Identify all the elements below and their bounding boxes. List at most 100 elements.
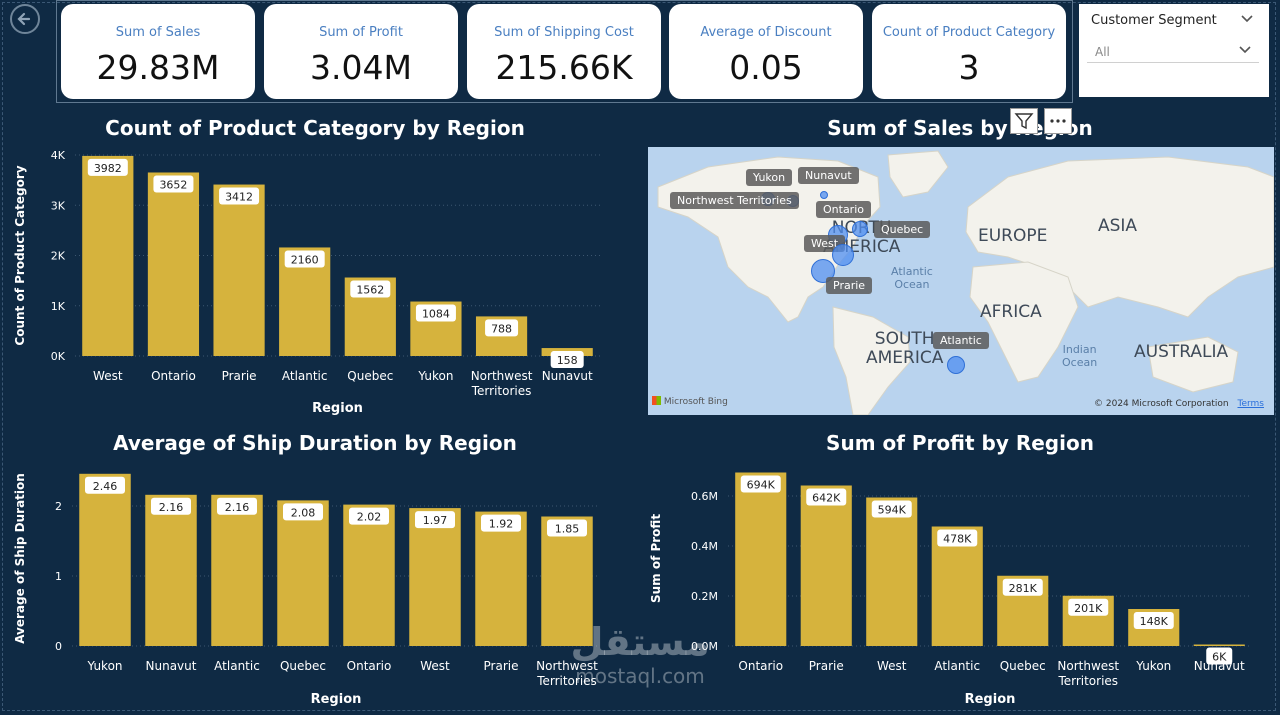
- data-label-box: [284, 250, 325, 268]
- kpi-label: Sum of Sales: [115, 25, 201, 40]
- data-label-box: [153, 175, 194, 193]
- kpi-card-discount[interactable]: Average of Discount 0.05: [669, 4, 863, 99]
- bar[interactable]: [82, 155, 134, 356]
- map-land-layer: [657, 150, 1274, 415]
- map-continent-label: SOUTH AMERICA: [866, 329, 944, 368]
- x-tick-label: Ontario: [347, 659, 392, 673]
- bar[interactable]: [145, 494, 197, 646]
- y-tick-label: 1K: [51, 300, 66, 313]
- data-label: 2.08: [291, 506, 316, 519]
- chevron-down-icon[interactable]: [1239, 12, 1255, 26]
- map-ocean-label: Indian Ocean: [1062, 343, 1098, 369]
- y-tick-label: 2K: [51, 250, 66, 263]
- y-tick-label: 0.0M: [691, 640, 718, 653]
- data-label-box: [415, 304, 456, 322]
- bing-logo-icon: [652, 396, 661, 405]
- data-label-box: [1133, 612, 1174, 629]
- x-tick-label: Nunavut: [1194, 659, 1245, 673]
- y-axis-title: Average of Ship Duration: [13, 473, 27, 644]
- bar[interactable]: [475, 511, 527, 646]
- segment-selected-value: All: [1095, 45, 1110, 59]
- data-label-box: [87, 158, 128, 176]
- bar[interactable]: [800, 485, 852, 647]
- kpi-value: 3: [958, 48, 980, 87]
- x-tick-label: Atlantic: [934, 659, 980, 673]
- map-copyright: © 2024 Microsoft Corporation Terms: [1094, 399, 1264, 409]
- map-bubble-label: Quebec: [874, 221, 931, 238]
- kpi-card-shipping-cost[interactable]: Sum of Shipping Cost 215.66K: [467, 4, 661, 99]
- data-label-box: [871, 500, 912, 518]
- x-tick-label: Prarie: [222, 369, 257, 383]
- bar[interactable]: [409, 508, 461, 646]
- data-label: 3412: [225, 191, 253, 204]
- x-tick-label: Atlantic: [214, 659, 260, 673]
- segment-dropdown[interactable]: All: [1087, 36, 1259, 63]
- sales-map[interactable]: NORTHAMERICAEUROPEASIAAFRICASOUTHAMERICA…: [648, 147, 1274, 415]
- kpi-card-profit[interactable]: Sum of Profit 3.04M: [264, 4, 458, 99]
- data-label-box: [550, 351, 584, 369]
- y-tick-label: 2: [55, 500, 62, 513]
- x-tick-label: West: [93, 369, 123, 383]
- map-bubble-label: Atlantic: [933, 332, 989, 349]
- x-tick-label: Territories: [1057, 674, 1118, 688]
- data-label: 158: [557, 354, 578, 367]
- chart-title-profit: Sum of Profit by Region: [826, 431, 1094, 455]
- map-bubble-label: Nunavut: [798, 167, 859, 184]
- x-tick-label: Nunavut: [542, 369, 593, 383]
- data-label-box: [1206, 647, 1233, 665]
- bar[interactable]: [541, 516, 593, 647]
- data-label: 2.16: [159, 501, 184, 514]
- bar[interactable]: [277, 500, 329, 646]
- x-tick-label: Northwest: [536, 659, 598, 673]
- x-tick-label: Territories: [536, 674, 597, 688]
- bar[interactable]: [213, 184, 265, 356]
- data-label: 1.85: [555, 523, 580, 536]
- data-label-box: [151, 497, 191, 515]
- bar-chart-ship-duration: 0 1 2 2.46 Yukon 2.16 Nunavut 2.16 Atlantic 2.08 Q…: [13, 473, 600, 707]
- back-arrow-glyph: [17, 12, 31, 26]
- map-continent-label: AFRICA: [980, 302, 1042, 322]
- kpi-card-sales[interactable]: Sum of Sales 29.83M: [61, 4, 255, 99]
- x-tick-label: Nunavut: [146, 659, 197, 673]
- data-label-box: [415, 511, 455, 529]
- bar[interactable]: [147, 172, 200, 356]
- data-label: 201K: [1074, 602, 1103, 615]
- x-tick-label: Prarie: [809, 659, 844, 673]
- map-bubble[interactable]: [811, 259, 835, 283]
- y-tick-label: 0: [55, 640, 62, 653]
- y-tick-label: 3K: [51, 199, 66, 212]
- filter-icon[interactable]: [1010, 108, 1038, 134]
- bar[interactable]: [343, 504, 395, 646]
- data-label: 1.97: [423, 514, 448, 527]
- data-label: 281K: [1009, 582, 1038, 595]
- data-label-box: [219, 187, 260, 205]
- map-bubble-label: West: [804, 235, 846, 252]
- map-bubble[interactable]: [820, 191, 828, 199]
- kpi-value: 215.66K: [495, 48, 633, 87]
- kpi-card-product-category[interactable]: Count of Product Category 3: [872, 4, 1066, 99]
- land-africa: [969, 261, 1079, 383]
- bar[interactable]: [79, 473, 131, 646]
- slicer-title: Customer Segment: [1091, 13, 1217, 28]
- kpi-value: 3.04M: [310, 48, 412, 87]
- back-arrow-icon[interactable]: [10, 4, 40, 34]
- bar[interactable]: [211, 494, 263, 646]
- map-terms-link[interactable]: Terms: [1237, 399, 1264, 409]
- map-bubble[interactable]: [852, 221, 868, 237]
- data-label-box: [1068, 598, 1109, 616]
- chevron-down-icon[interactable]: [1237, 43, 1253, 57]
- bar[interactable]: [866, 497, 918, 647]
- x-axis-title: Region: [311, 692, 362, 707]
- map-bubble[interactable]: [947, 356, 965, 374]
- data-label: 6K: [1212, 651, 1227, 664]
- land-eurasia: [965, 156, 1274, 318]
- data-label: 3652: [159, 178, 187, 191]
- kpi-label: Sum of Shipping Cost: [494, 25, 634, 40]
- data-label-box: [349, 507, 389, 525]
- more-options-icon[interactable]: [1044, 108, 1072, 134]
- kpi-label: Sum of Profit: [319, 25, 403, 40]
- bar[interactable]: [1193, 644, 1245, 647]
- map-bubble[interactable]: [832, 244, 854, 266]
- data-label-box: [481, 514, 521, 532]
- bar[interactable]: [735, 472, 787, 647]
